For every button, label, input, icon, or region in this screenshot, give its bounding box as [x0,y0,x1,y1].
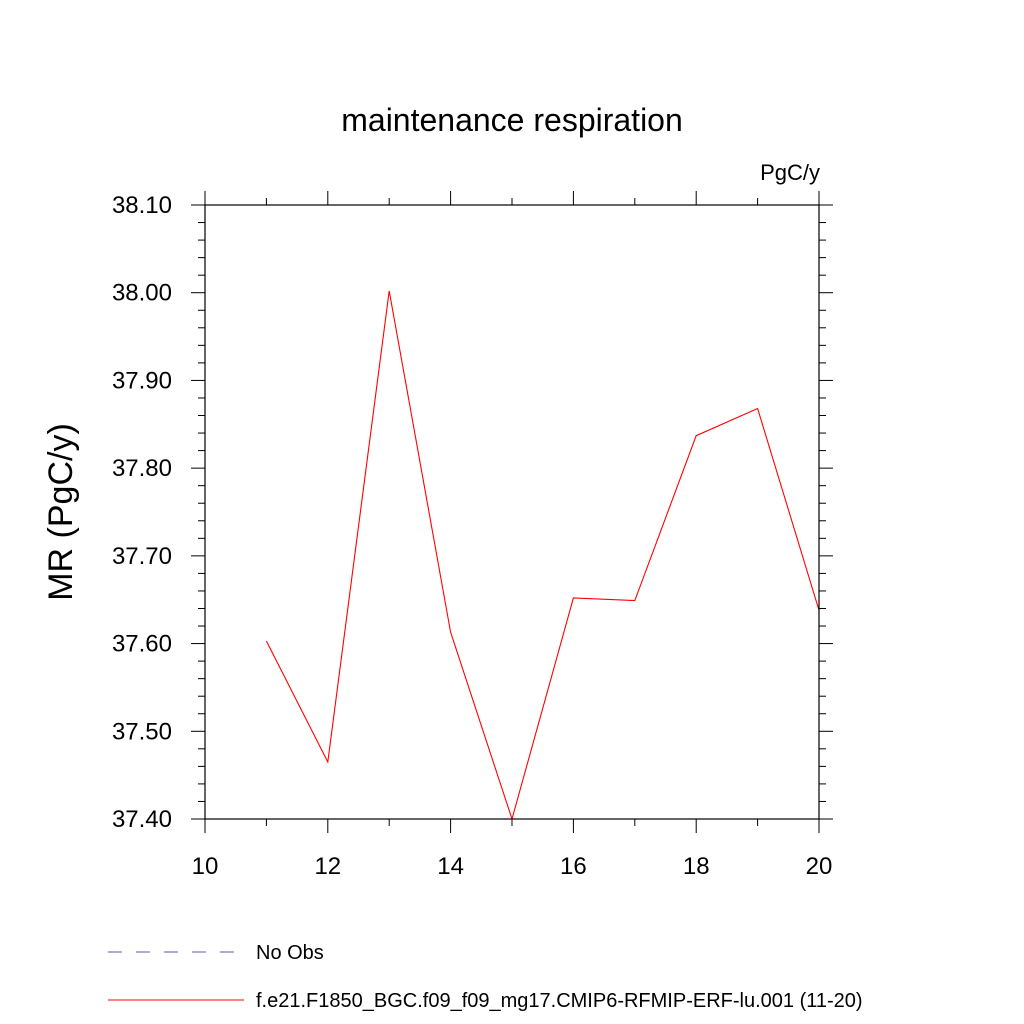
y-tick-label: 37.50 [112,718,172,745]
legend: No Obs f.e21.F1850_BGC.f09_f09_mg17.CMIP6… [108,942,863,1012]
y-tick-label: 37.70 [112,543,172,570]
tick-labels: 10 12 14 16 18 20 37.40 37.50 37.60 37.70 37.80 37.… [112,192,832,880]
x-tick-label: 14 [437,853,464,880]
units-label: PgC/y [760,160,820,185]
chart-title: maintenance respiration [341,102,683,138]
x-tick-label: 12 [314,853,341,880]
y-tick-label: 37.90 [112,367,172,394]
legend-label: f.e21.F1850_BGC.f09_f09_mg17.CMIP6-RFMIP… [256,990,863,1012]
y-tick-label: 37.40 [112,806,172,833]
y-tick-label: 38.00 [112,280,172,307]
y-tick-label: 37.60 [112,631,172,658]
legend-label: No Obs [256,942,324,964]
series-line-0 [265,290,820,821]
x-tick-label: 18 [683,853,710,880]
y-tick-label: 38.10 [112,192,172,219]
axis-ticks [191,191,833,833]
x-tick-label: 20 [806,853,833,880]
y-tick-label: 37.80 [112,455,172,482]
x-tick-label: 10 [192,853,219,880]
series-layer [265,290,820,821]
x-tick-label: 16 [560,853,587,880]
plot-frame [204,204,820,820]
y-axis-label: MR (PgC/y) [42,423,80,601]
